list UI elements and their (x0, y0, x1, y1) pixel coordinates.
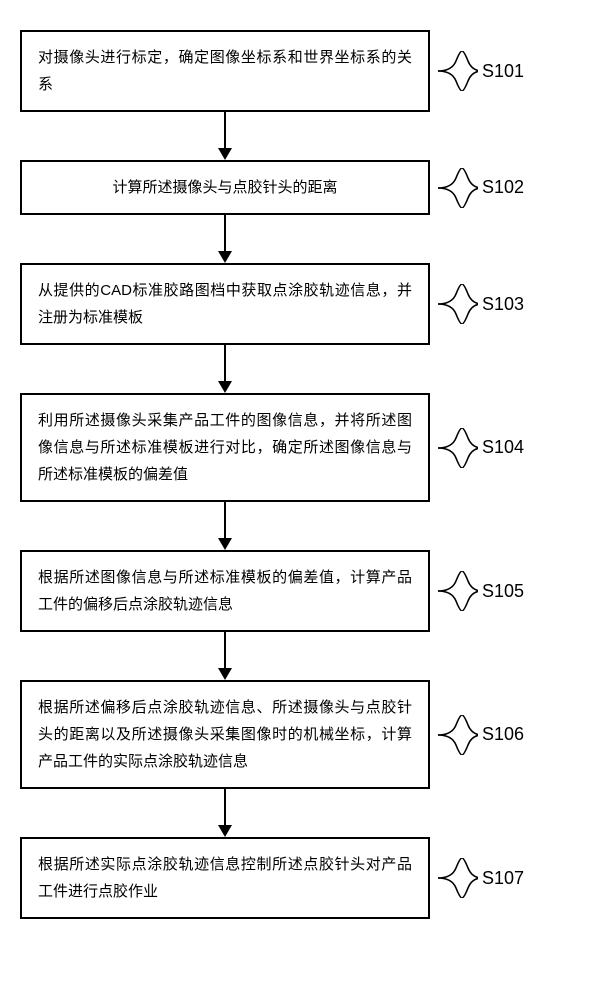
step-box-s103: 从提供的CAD标准胶路图档中获取点涂胶轨迹信息，并注册为标准模板 (20, 263, 430, 345)
step-box-s106: 根据所述偏移后点涂胶轨迹信息、所述摄像头与点胶针头的距离以及所述摄像头采集图像时… (20, 680, 430, 789)
arrow-down-icon (213, 112, 237, 160)
step-row: 根据所述偏移后点涂胶轨迹信息、所述摄像头与点胶针头的距离以及所述摄像头采集图像时… (20, 680, 572, 789)
step-box-s102: 计算所述摄像头与点胶针头的距离 (20, 160, 430, 215)
step-text: 利用所述摄像头采集产品工件的图像信息，并将所述图像信息与所述标准模板进行对比，确… (38, 407, 412, 488)
connector-curve-icon (438, 858, 478, 898)
arrow-row (20, 345, 572, 393)
step-box-s105: 根据所述图像信息与所述标准模板的偏差值，计算产品工件的偏移后点涂胶轨迹信息 (20, 550, 430, 632)
flowchart-container: 对摄像头进行标定，确定图像坐标系和世界坐标系的关系 S101 计算所述摄像头与点… (20, 30, 572, 919)
label-wrap: S103 (430, 284, 572, 324)
arrow-row (20, 112, 572, 160)
step-row: 计算所述摄像头与点胶针头的距离 S102 (20, 160, 572, 215)
arrow-row (20, 215, 572, 263)
label-wrap: S101 (430, 51, 572, 91)
arrow-down-icon (213, 215, 237, 263)
arrow-row (20, 502, 572, 550)
step-box-s107: 根据所述实际点涂胶轨迹信息控制所述点胶针头对产品工件进行点胶作业 (20, 837, 430, 919)
step-label: S101 (478, 61, 524, 82)
arrow-down-icon (213, 789, 237, 837)
step-label: S107 (478, 868, 524, 889)
step-row: 根据所述图像信息与所述标准模板的偏差值，计算产品工件的偏移后点涂胶轨迹信息 S1… (20, 550, 572, 632)
step-label: S104 (478, 437, 524, 458)
label-wrap: S105 (430, 571, 572, 611)
step-text: 根据所述图像信息与所述标准模板的偏差值，计算产品工件的偏移后点涂胶轨迹信息 (38, 564, 412, 618)
step-row: 对摄像头进行标定，确定图像坐标系和世界坐标系的关系 S101 (20, 30, 572, 112)
step-row: 从提供的CAD标准胶路图档中获取点涂胶轨迹信息，并注册为标准模板 S103 (20, 263, 572, 345)
arrow-down-icon (213, 632, 237, 680)
step-box-s101: 对摄像头进行标定，确定图像坐标系和世界坐标系的关系 (20, 30, 430, 112)
label-wrap: S107 (430, 858, 572, 898)
arrow-down-icon (213, 345, 237, 393)
arrow-row (20, 789, 572, 837)
step-label: S102 (478, 177, 524, 198)
step-label: S106 (478, 724, 524, 745)
arrow-down-icon (213, 502, 237, 550)
step-text: 根据所述偏移后点涂胶轨迹信息、所述摄像头与点胶针头的距离以及所述摄像头采集图像时… (38, 694, 412, 775)
step-label: S105 (478, 581, 524, 602)
connector-curve-icon (438, 51, 478, 91)
connector-curve-icon (438, 428, 478, 468)
step-row: 根据所述实际点涂胶轨迹信息控制所述点胶针头对产品工件进行点胶作业 S107 (20, 837, 572, 919)
step-label: S103 (478, 294, 524, 315)
connector-curve-icon (438, 571, 478, 611)
step-text: 根据所述实际点涂胶轨迹信息控制所述点胶针头对产品工件进行点胶作业 (38, 851, 412, 905)
connector-curve-icon (438, 284, 478, 324)
step-text: 从提供的CAD标准胶路图档中获取点涂胶轨迹信息，并注册为标准模板 (38, 277, 412, 331)
step-text: 对摄像头进行标定，确定图像坐标系和世界坐标系的关系 (38, 44, 412, 98)
label-wrap: S102 (430, 168, 572, 208)
step-text: 计算所述摄像头与点胶针头的距离 (38, 174, 412, 201)
connector-curve-icon (438, 168, 478, 208)
connector-curve-icon (438, 715, 478, 755)
step-row: 利用所述摄像头采集产品工件的图像信息，并将所述图像信息与所述标准模板进行对比，确… (20, 393, 572, 502)
step-box-s104: 利用所述摄像头采集产品工件的图像信息，并将所述图像信息与所述标准模板进行对比，确… (20, 393, 430, 502)
label-wrap: S106 (430, 715, 572, 755)
arrow-row (20, 632, 572, 680)
label-wrap: S104 (430, 428, 572, 468)
